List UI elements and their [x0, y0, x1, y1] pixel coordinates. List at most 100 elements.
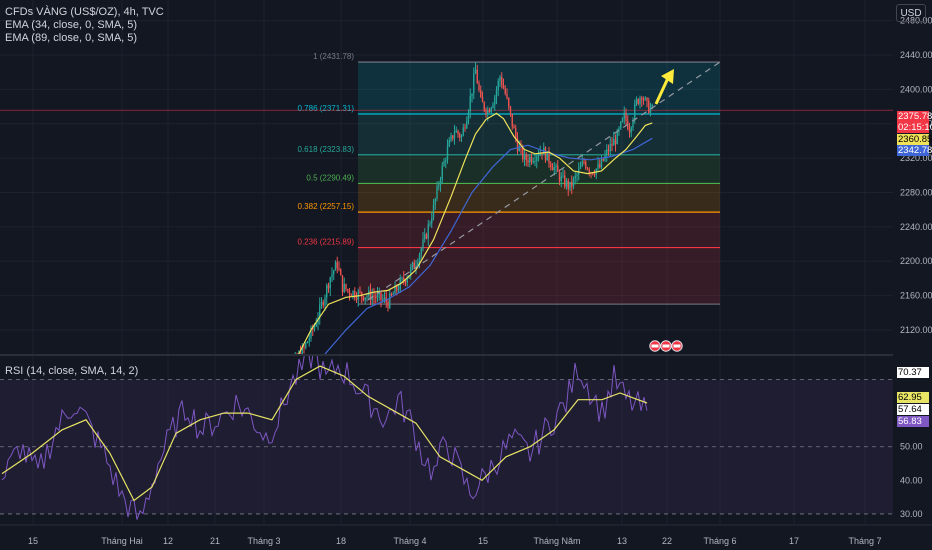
- candle-body: [567, 180, 569, 189]
- candle-body: [387, 302, 389, 308]
- candle-body: [646, 97, 648, 101]
- candle-body: [485, 109, 487, 115]
- candle-body: [373, 295, 375, 297]
- candle-body: [607, 149, 610, 152]
- fib-zone: [358, 212, 720, 248]
- candle-body: [613, 139, 615, 146]
- economic-event-icon-flag: [662, 344, 670, 348]
- candle-body: [508, 98, 510, 107]
- candle-body: [389, 293, 391, 308]
- candle-body: [295, 355, 296, 361]
- price-tick-label: 2240.00: [900, 222, 932, 232]
- candle-body: [425, 234, 428, 239]
- candle-body: [453, 132, 456, 139]
- candle-body: [635, 99, 638, 104]
- ema34-line: [298, 112, 653, 354]
- candle-body: [502, 85, 505, 89]
- price-grid: [0, 0, 893, 524]
- candle-body: [476, 69, 478, 84]
- time-tick-label: 13: [617, 536, 627, 546]
- candle-body: [313, 326, 316, 330]
- candle-body: [403, 277, 405, 281]
- time-tick-label: 17: [789, 536, 799, 546]
- rsi-tick-label: 40.00: [900, 475, 923, 485]
- candle-body: [382, 299, 384, 301]
- candle-body: [581, 161, 583, 167]
- candle-body: [506, 93, 508, 99]
- candle-body: [317, 318, 319, 324]
- candle-body: [651, 104, 653, 108]
- candle-body: [599, 164, 601, 168]
- candle-body: [634, 103, 636, 120]
- candle-body: [616, 130, 618, 145]
- price-tick-label: 2400.00: [900, 84, 932, 94]
- candle-body: [303, 346, 305, 348]
- candle-body: [606, 149, 608, 156]
- candle-body: [593, 174, 596, 176]
- candle-body: [459, 134, 461, 138]
- candle-body: [340, 269, 342, 276]
- ema89-line: [324, 137, 653, 354]
- candle-body: [553, 167, 555, 171]
- candle-body: [478, 83, 480, 91]
- candle-body: [438, 185, 440, 187]
- time-tick-label: Tháng Năm: [533, 536, 580, 546]
- candle-body: [336, 262, 338, 268]
- rsi-ma-tag: 62.95: [897, 392, 929, 403]
- candle-body: [620, 121, 622, 129]
- candle-body: [427, 224, 429, 239]
- candle-body: [488, 110, 491, 113]
- rsi-tick-label: 30.00: [900, 509, 923, 519]
- currency-button[interactable]: USD: [896, 4, 926, 22]
- target-arrow-head: [661, 69, 674, 84]
- candle-body: [551, 166, 554, 171]
- ema89-legend: EMA (89, close, 0, SMA, 5): [5, 32, 138, 44]
- candle-body: [623, 112, 625, 119]
- candle-body: [420, 248, 422, 255]
- candle-body: [343, 284, 345, 293]
- economic-event-icon-flag: [651, 344, 659, 348]
- candle-body: [501, 76, 503, 86]
- candle-body: [600, 159, 603, 168]
- candle-body: [564, 175, 566, 187]
- candle-body: [452, 135, 454, 139]
- candle-body: [558, 171, 561, 182]
- fib-level-label: 1 (2431.78): [313, 52, 354, 61]
- candle-body: [525, 154, 527, 161]
- candle-body: [546, 151, 548, 161]
- price-tick-label: 2320.00: [900, 153, 932, 163]
- candle-body: [585, 161, 587, 169]
- price-tick-label: 2280.00: [900, 187, 932, 197]
- candle-body: [394, 285, 396, 294]
- candle-body: [436, 186, 438, 199]
- candle-body: [315, 323, 317, 327]
- candle-body: [602, 159, 604, 161]
- candle-body: [614, 139, 617, 145]
- candle-body: [439, 179, 442, 186]
- candle-body: [362, 296, 365, 300]
- candle-body: [597, 164, 599, 169]
- candle-body: [392, 293, 394, 295]
- candle-body: [474, 69, 477, 74]
- fib-zone: [358, 183, 720, 213]
- candle-body: [322, 302, 324, 306]
- ema34-price-tag: 2360.85: [897, 134, 932, 145]
- candle-body: [406, 278, 408, 283]
- candle-body: [628, 129, 631, 133]
- fibonacci-retracement[interactable]: 1 (2431.78) 0.786 (2371.31) 0.618 (2323.83…: [0, 52, 893, 305]
- candle-body: [586, 168, 589, 170]
- time-axis[interactable]: 15 Tháng Hai 12 21 Tháng 3 18 Tháng 4 15 Tháng N…: [0, 524, 932, 546]
- price-axis-bg: [893, 0, 932, 550]
- candle-body: [562, 175, 564, 177]
- candle-body: [286, 373, 287, 380]
- candle-body: [390, 293, 393, 295]
- annotation-overlay[interactable]: [367, 61, 721, 352]
- candle-body: [534, 160, 536, 162]
- rsi-legend: RSI (14, close, SMA, 14, 2): [5, 365, 139, 377]
- candle-body: [333, 270, 335, 274]
- ema-lines: [298, 112, 653, 354]
- candle-body: [371, 295, 373, 301]
- candle-body: [432, 204, 435, 219]
- price-axis[interactable]: 2480.002440.002400.002360.002320.002280.…: [893, 0, 932, 550]
